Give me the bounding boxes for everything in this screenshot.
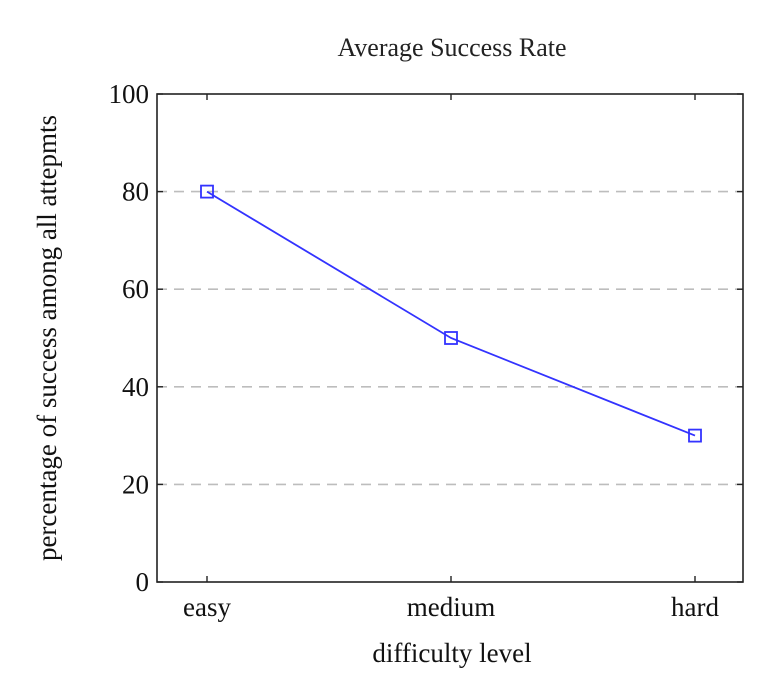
plot-area [156,93,744,583]
y-tick-label: 0 [136,567,150,597]
grid-lines [157,190,743,486]
y-tick-label: 40 [122,372,149,402]
y-tick-label: 80 [122,177,149,207]
x-axis-label: difficulty level [372,638,531,668]
y-tick-label: 20 [122,469,149,499]
y-tick-label: 60 [122,274,149,304]
y-axis-label: percentage of success among all attepmts [32,115,62,561]
series-line-0 [206,190,696,437]
chart-title: Average Success Rate [337,33,566,62]
y-tick-label: 100 [109,79,150,109]
x-tick-label-medium: medium [407,592,496,622]
y-axis: 0 20 40 60 80 100 [109,79,743,597]
x-tick-label-easy: easy [183,592,231,622]
data-point-hard [688,428,702,443]
x-tick-label-hard: hard [671,592,719,622]
data-point-medium [444,331,458,345]
data-point-easy [200,184,214,199]
x-axis: easy medium hard [183,94,719,622]
series-group [200,184,702,443]
plot-frame [156,93,744,583]
